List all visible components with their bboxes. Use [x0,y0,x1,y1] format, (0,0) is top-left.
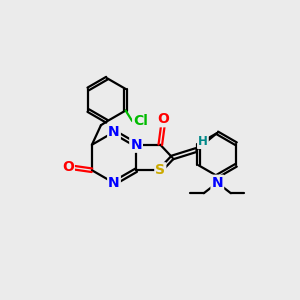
Text: O: O [62,160,74,174]
Text: S: S [155,163,165,177]
Text: N: N [108,176,120,190]
Text: H: H [198,135,208,148]
Text: O: O [158,112,169,126]
Text: N: N [212,176,223,190]
Text: N: N [108,125,120,139]
Text: Cl: Cl [133,114,148,128]
Text: N: N [130,138,142,152]
